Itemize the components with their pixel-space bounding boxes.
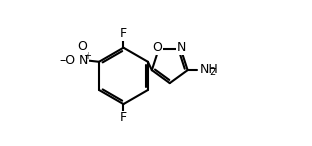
Text: +: + xyxy=(84,51,91,61)
Text: O: O xyxy=(77,40,87,53)
Text: N: N xyxy=(78,54,88,67)
Text: F: F xyxy=(120,111,127,124)
Text: F: F xyxy=(120,27,127,40)
Text: O: O xyxy=(153,41,163,54)
Text: N: N xyxy=(177,41,186,54)
Text: –O: –O xyxy=(60,54,76,67)
Text: 2: 2 xyxy=(209,67,215,77)
Text: NH: NH xyxy=(200,63,219,76)
